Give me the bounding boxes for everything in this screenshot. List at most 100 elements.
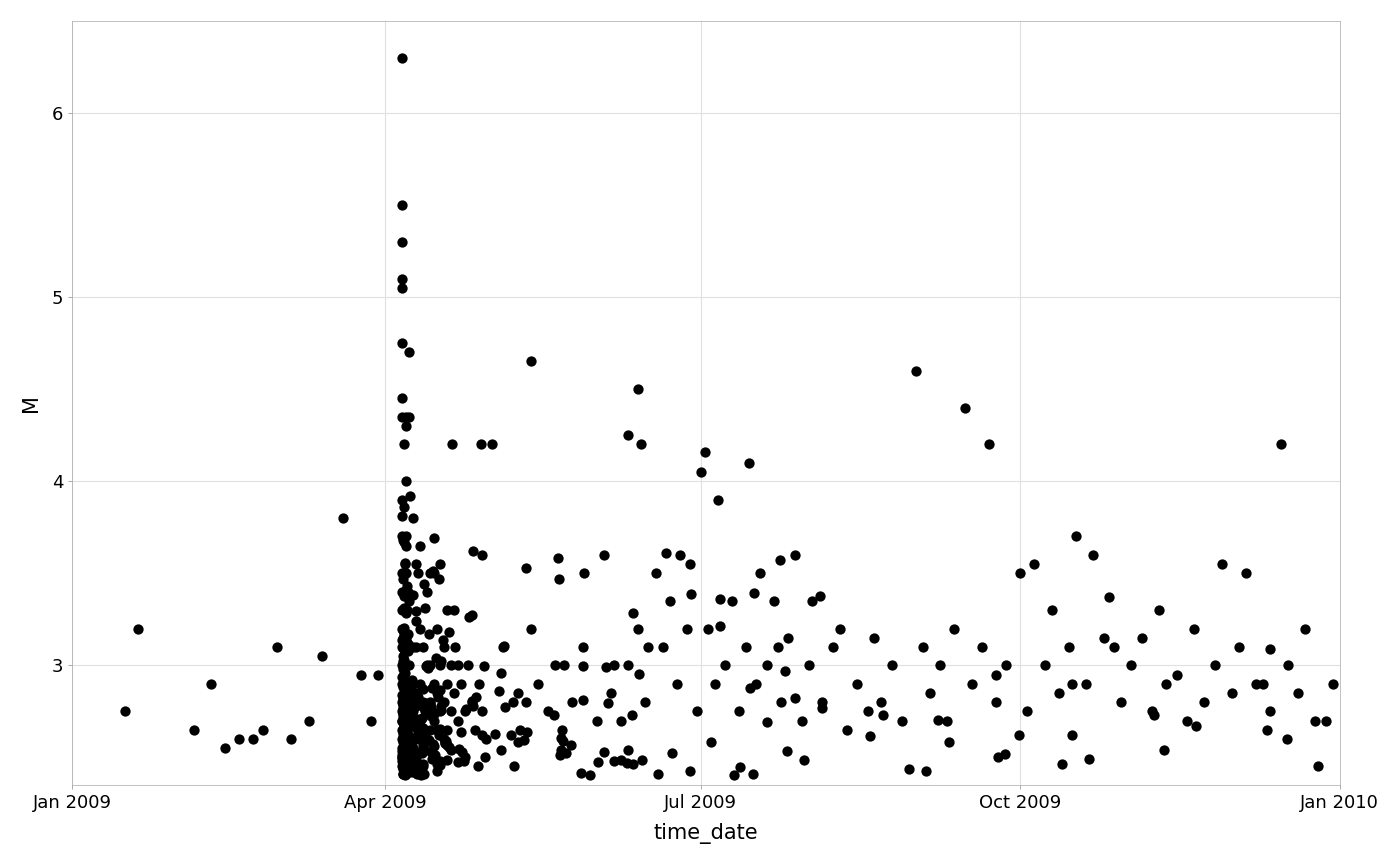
Point xyxy=(426,758,448,772)
Point xyxy=(393,768,416,782)
Point xyxy=(756,715,778,729)
Point xyxy=(515,695,538,709)
Point xyxy=(1294,622,1316,636)
Point xyxy=(1152,743,1175,757)
Point xyxy=(412,757,434,771)
Point xyxy=(392,680,414,694)
Point xyxy=(416,704,438,718)
Point xyxy=(661,746,683,759)
Point xyxy=(252,723,274,737)
Point xyxy=(392,731,414,745)
Point xyxy=(409,732,431,746)
Point xyxy=(393,766,416,779)
Point xyxy=(391,741,413,755)
Point xyxy=(420,709,442,723)
Point xyxy=(1061,728,1084,742)
Point xyxy=(393,754,416,768)
Point xyxy=(599,686,622,700)
Point xyxy=(420,752,442,766)
Point xyxy=(430,682,452,696)
Point xyxy=(507,686,529,700)
Point xyxy=(829,622,851,636)
Point xyxy=(391,759,413,772)
Point xyxy=(651,640,673,654)
Point xyxy=(430,654,452,668)
Point xyxy=(676,622,699,636)
Point xyxy=(414,704,437,718)
Point xyxy=(801,594,823,608)
Point xyxy=(396,727,419,740)
Point xyxy=(391,391,413,405)
Point xyxy=(399,749,421,763)
Point xyxy=(430,658,452,672)
Point xyxy=(406,762,428,776)
Point xyxy=(391,704,413,718)
Point xyxy=(391,754,413,768)
Point xyxy=(412,738,434,752)
Point xyxy=(391,567,413,580)
Point xyxy=(447,658,469,672)
Point xyxy=(405,731,427,745)
Point xyxy=(393,662,416,676)
Point xyxy=(396,727,419,740)
Point xyxy=(393,653,416,667)
Point xyxy=(392,753,414,766)
Point xyxy=(444,640,466,654)
Point xyxy=(1245,676,1267,690)
Point xyxy=(554,746,577,759)
Point xyxy=(398,644,420,658)
Point xyxy=(811,702,833,715)
Point xyxy=(1165,668,1187,682)
Point xyxy=(391,723,413,737)
Point xyxy=(392,708,414,721)
Point xyxy=(872,708,895,721)
Point xyxy=(406,766,428,780)
Point xyxy=(419,658,441,672)
Point xyxy=(449,726,472,740)
Point xyxy=(266,640,288,654)
Point xyxy=(570,766,592,780)
Point xyxy=(440,658,462,672)
Point xyxy=(440,743,462,757)
Point xyxy=(393,501,416,515)
Point xyxy=(392,721,414,734)
Point xyxy=(454,754,476,768)
Point xyxy=(392,746,414,759)
Point xyxy=(416,704,438,718)
Point xyxy=(846,676,868,690)
Point xyxy=(392,700,414,714)
Point xyxy=(399,718,421,732)
Point xyxy=(410,768,433,782)
Point xyxy=(1131,631,1154,644)
Point xyxy=(463,723,486,737)
Point xyxy=(393,728,416,742)
Point xyxy=(421,681,444,695)
Point xyxy=(426,723,448,737)
Point xyxy=(774,663,797,677)
Point xyxy=(629,667,651,681)
Point xyxy=(475,732,497,746)
Point xyxy=(435,753,458,767)
Point xyxy=(311,650,333,663)
Point xyxy=(332,511,354,525)
Point xyxy=(622,606,644,620)
Point xyxy=(402,741,424,755)
Point xyxy=(405,759,427,772)
Point xyxy=(458,611,480,625)
Point xyxy=(392,662,414,676)
Point xyxy=(395,704,417,718)
Point xyxy=(435,736,458,750)
Point xyxy=(777,631,799,644)
Point xyxy=(637,640,659,654)
Point xyxy=(419,723,441,737)
Point xyxy=(406,758,428,772)
Point xyxy=(561,695,584,709)
Point xyxy=(413,578,435,592)
Point xyxy=(1033,658,1056,672)
Point xyxy=(1103,640,1126,654)
Point xyxy=(399,741,421,755)
Point xyxy=(1144,708,1166,722)
Point xyxy=(392,741,414,755)
Point xyxy=(402,759,424,772)
Point xyxy=(393,535,416,549)
